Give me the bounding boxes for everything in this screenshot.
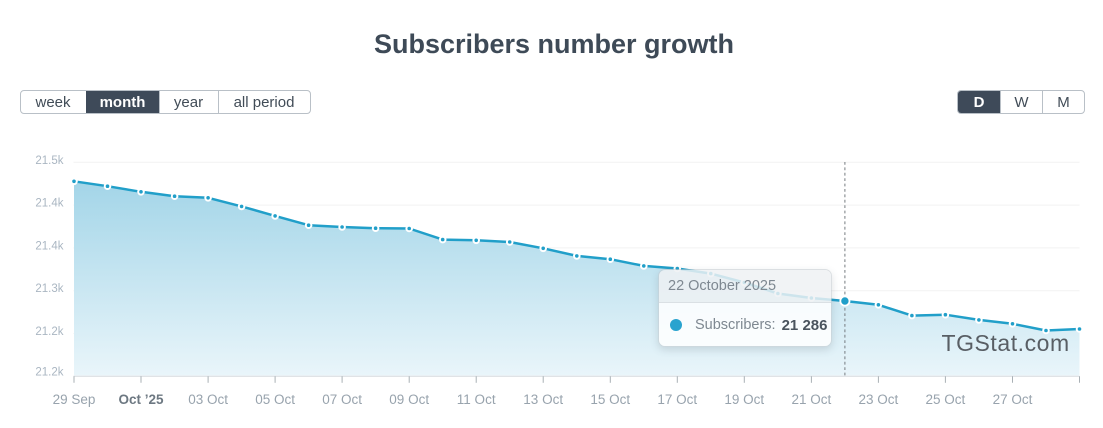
svg-text:21 Oct: 21 Oct	[792, 392, 832, 407]
svg-text:17 Oct: 17 Oct	[657, 392, 697, 407]
svg-text:03 Oct: 03 Oct	[188, 392, 228, 407]
svg-text:25 Oct: 25 Oct	[926, 392, 966, 407]
svg-text:05 Oct: 05 Oct	[255, 392, 295, 407]
svg-text:09 Oct: 09 Oct	[389, 392, 429, 407]
svg-text:23 Oct: 23 Oct	[859, 392, 899, 407]
svg-text:21.3k: 21.3k	[35, 283, 63, 295]
svg-text:07 Oct: 07 Oct	[322, 392, 362, 407]
svg-text:11 Oct: 11 Oct	[457, 392, 496, 407]
svg-text:TGStat.com: TGStat.com	[942, 330, 1070, 356]
svg-text:15 Oct: 15 Oct	[590, 392, 630, 407]
svg-text:21.2k: 21.2k	[35, 366, 63, 378]
svg-text:13 Oct: 13 Oct	[523, 392, 563, 407]
svg-text:21.5k: 21.5k	[35, 155, 63, 167]
svg-text:27 Oct: 27 Oct	[993, 392, 1033, 407]
svg-text:29 Sep: 29 Sep	[53, 392, 96, 407]
svg-text:Oct ’25: Oct ’25	[118, 392, 164, 407]
svg-text:21.4k: 21.4k	[35, 240, 63, 252]
svg-text:21.4k: 21.4k	[35, 198, 63, 210]
svg-text:21.2k: 21.2k	[35, 326, 63, 338]
svg-text:19 Oct: 19 Oct	[724, 392, 764, 407]
